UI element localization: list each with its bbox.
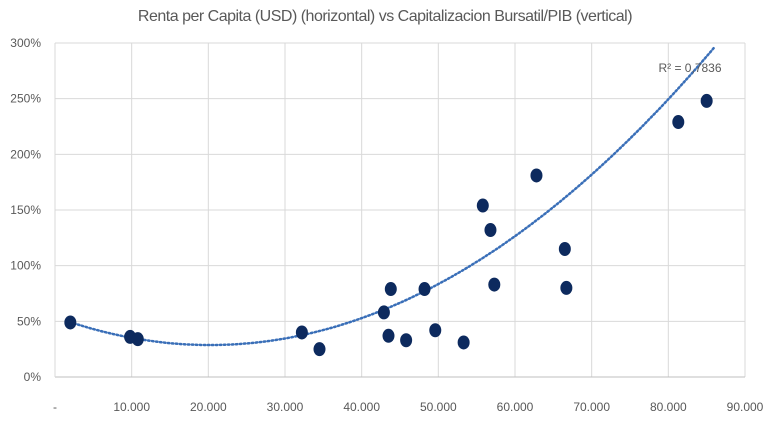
y-tick-label: 150% [10, 203, 41, 217]
data-point [418, 282, 431, 297]
x-tick-label: 40.000 [343, 400, 380, 414]
data-point [384, 282, 397, 297]
data-point [295, 325, 308, 340]
y-tick-label: 100% [10, 259, 41, 273]
data-point [476, 198, 489, 213]
r-squared-label: R² = 0,7836 [658, 61, 721, 75]
x-tick-label: 90.000 [727, 400, 764, 414]
x-tick-label: 10.000 [113, 400, 150, 414]
data-point [377, 305, 390, 320]
data-point [400, 333, 413, 348]
data-point [488, 277, 501, 292]
data-point [382, 328, 395, 343]
data-point [131, 332, 144, 347]
y-tick-label: 50% [17, 314, 41, 328]
data-point [64, 315, 77, 330]
x-tick-label: 30.000 [267, 400, 304, 414]
data-point [558, 241, 571, 256]
x-tick-label: 70.000 [573, 400, 610, 414]
data-point [484, 223, 497, 238]
data-point [313, 342, 326, 357]
x-tick-label: 80.000 [650, 400, 687, 414]
y-tick-label: 0% [24, 370, 42, 384]
y-tick-label: 300% [10, 36, 41, 50]
y-tick-label: 250% [10, 92, 41, 106]
data-point [457, 335, 470, 350]
chart-title: Renta per Capita (USD) (horizontal) vs C… [137, 8, 633, 25]
data-point [700, 93, 713, 108]
x-tick-label: - [53, 400, 57, 414]
trendline [69, 46, 716, 347]
x-tick-label: 50.000 [420, 400, 457, 414]
data-point [672, 115, 685, 130]
data-point [560, 280, 573, 295]
data-point [429, 323, 442, 338]
y-tick-label: 200% [10, 147, 41, 161]
data-point [530, 168, 543, 183]
x-tick-label: 20.000 [190, 400, 227, 414]
x-tick-label: 60.000 [497, 400, 534, 414]
